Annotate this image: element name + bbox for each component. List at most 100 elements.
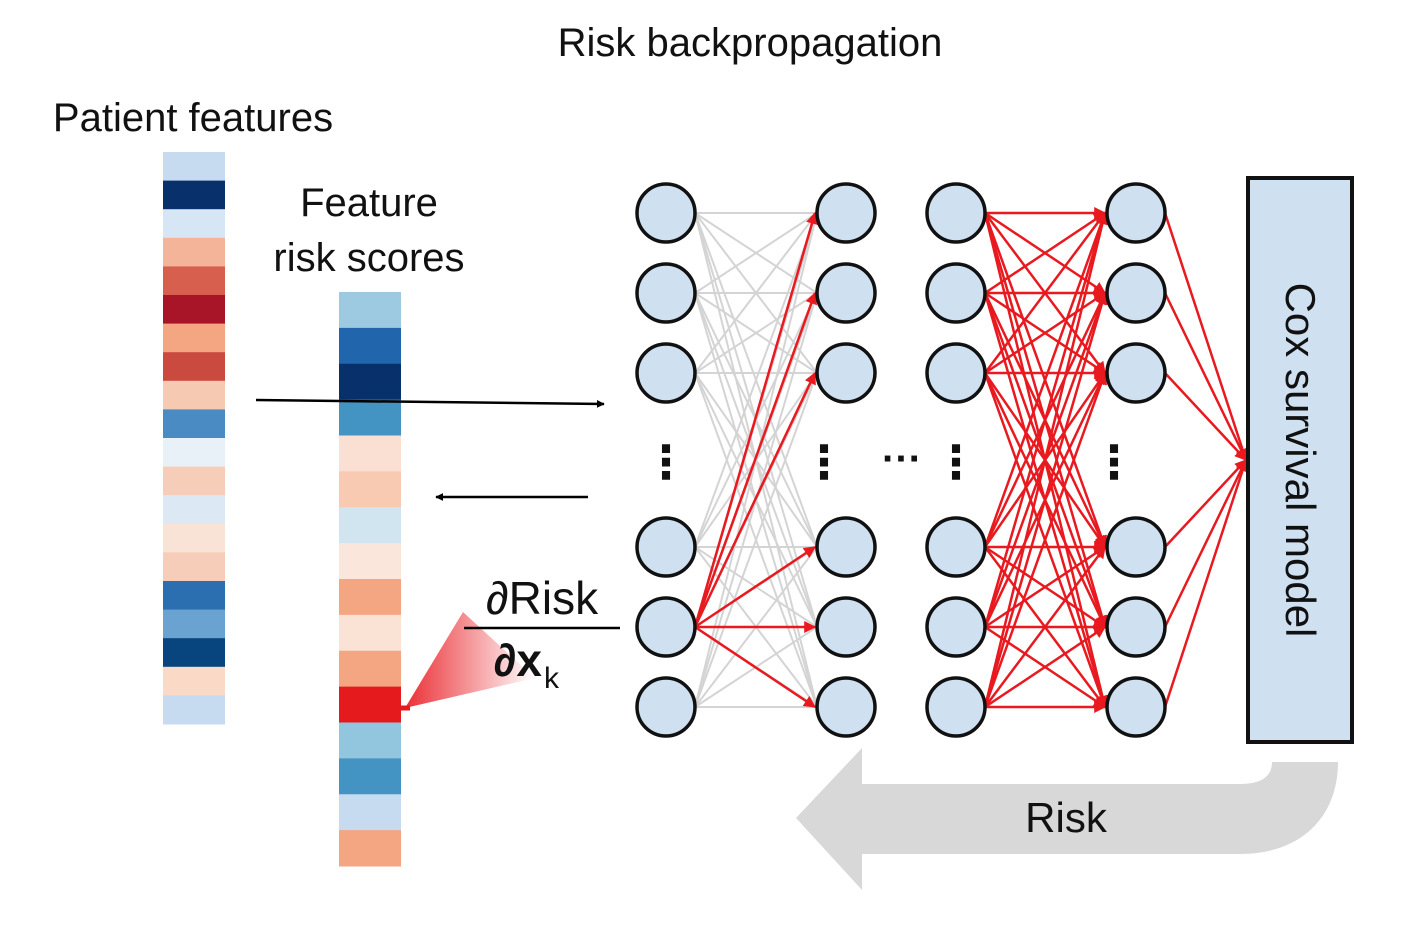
patient-feature-band (163, 638, 225, 668)
active-edge (984, 212, 1106, 374)
active-edge (1163, 212, 1249, 462)
network-node (815, 676, 877, 738)
active-edge (1164, 372, 1247, 461)
active-edge (983, 211, 1107, 548)
network-node (1105, 596, 1167, 658)
patient-feature-band (163, 209, 225, 239)
patient-feature-band (163, 152, 225, 182)
network-node (635, 676, 697, 738)
patient-feature-band (163, 380, 225, 410)
cox-survival-model-box (1246, 176, 1354, 744)
network-node (1105, 516, 1167, 578)
patient-feature-band (163, 495, 225, 525)
patient-feature-band (163, 523, 225, 553)
network-node (925, 596, 987, 658)
feature-risk-score-band (339, 327, 401, 365)
active-edge (984, 625, 1106, 709)
active-edge (1163, 292, 1248, 462)
network-node (1105, 182, 1167, 244)
patient-feature-band (163, 609, 225, 639)
gradient-subscript: k (544, 662, 560, 695)
feature-risk-scores-label-line1: Feature (300, 181, 438, 225)
inactive-edge (694, 212, 818, 374)
patient-feature-band (163, 237, 225, 267)
neural-network-nodes (635, 182, 1167, 738)
backpropagated-connections (693, 207, 1249, 713)
active-edge (983, 371, 1107, 708)
inactive-edge (694, 292, 818, 374)
feature-risk-score-band (339, 363, 401, 401)
patient-features-heatmap (163, 152, 225, 725)
layer4-ellipsis: ⋮ (1091, 436, 1137, 488)
active-edge (693, 211, 818, 628)
feature-risk-score-band (339, 292, 401, 329)
patient-feature-band (163, 295, 225, 325)
gradient-numerator: ∂Risk (486, 572, 599, 624)
gradient-denominator: ∂x (494, 634, 543, 686)
network-node (635, 262, 697, 324)
network-node (815, 182, 877, 244)
active-edge (693, 291, 817, 628)
network-node (925, 676, 987, 738)
forward-arrow (255, 398, 605, 408)
feature-risk-score-band (339, 399, 401, 437)
patient-feature-band (163, 266, 225, 296)
feature-risk-score-band (339, 686, 401, 724)
hidden-layers-ellipsis: ··· (882, 437, 922, 481)
network-node (1105, 262, 1167, 324)
patient-feature-band (163, 666, 225, 696)
patient-feature-band (163, 323, 225, 353)
layer2-ellipsis: ⋮ (801, 436, 847, 488)
active-edge (1163, 458, 1249, 708)
active-edge (1163, 458, 1248, 628)
patient-feature-band (163, 352, 225, 382)
inactive-edge (694, 212, 818, 294)
feature-risk-score-band (339, 507, 401, 544)
network-node (925, 516, 987, 578)
feature-risk-score-band (339, 722, 401, 759)
active-edge (984, 291, 1106, 375)
network-node (815, 342, 877, 404)
active-edge (1164, 459, 1247, 548)
feature-risk-score-band (339, 579, 401, 616)
active-edge (693, 371, 817, 628)
network-node (815, 262, 877, 324)
inactive-edge (694, 212, 818, 548)
risk-arrow-label: Risk (1025, 794, 1108, 841)
feature-risk-score-band (339, 543, 401, 580)
feature-risk-scores-label-line2: risk scores (273, 236, 464, 280)
cox-survival-model-label: Cox survival model (1277, 283, 1324, 638)
network-node (635, 516, 697, 578)
network-node (925, 262, 987, 324)
patient-feature-band (163, 180, 225, 210)
gradient-highlight-cone (405, 612, 535, 708)
network-node (1105, 342, 1167, 404)
patient-feature-band (163, 466, 225, 496)
patient-feature-band (163, 695, 225, 725)
network-node (925, 182, 987, 244)
active-edge (983, 211, 1108, 628)
active-edge (984, 211, 1106, 295)
feature-risk-score-band (339, 830, 401, 867)
active-edge (983, 291, 1108, 708)
patient-feature-band (163, 409, 225, 439)
network-node (635, 342, 697, 404)
active-edge (984, 545, 1106, 629)
feature-risk-score-band (339, 435, 401, 472)
layer3-ellipsis: ⋮ (933, 436, 979, 488)
network-node (1105, 676, 1167, 738)
feature-risk-score-band (339, 614, 401, 652)
patient-feature-band (163, 552, 225, 582)
network-node (815, 516, 877, 578)
network-node (635, 182, 697, 244)
risk-feedback-arrow (796, 748, 1338, 890)
feature-risk-score-band (339, 758, 401, 795)
diagram-title: Risk backpropagation (558, 21, 943, 65)
patient-feature-band (163, 438, 225, 468)
feature-risk-score-band (339, 794, 401, 831)
patient-feature-band (163, 581, 225, 611)
feature-risk-scores-heatmap (339, 292, 401, 867)
active-edge (694, 545, 816, 629)
network-node (635, 596, 697, 658)
